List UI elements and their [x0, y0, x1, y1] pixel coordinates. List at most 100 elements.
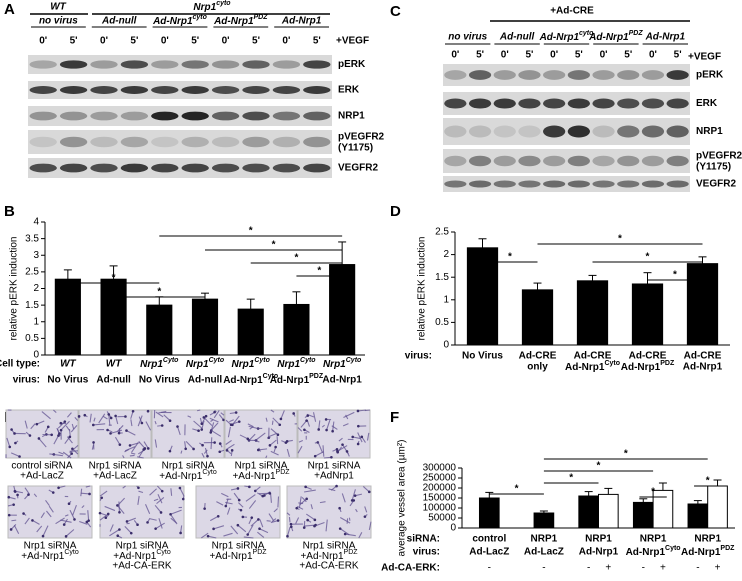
cell [209, 431, 213, 434]
cell [256, 448, 260, 452]
vessel [321, 424, 325, 428]
cell [234, 411, 238, 414]
y-tick-label: 50000 [428, 513, 456, 524]
vessel [277, 496, 280, 508]
row-value: Ad-Nrp1Cyto [223, 373, 278, 386]
vessel [341, 493, 346, 503]
blot-row-label: VEGFR2 [696, 179, 736, 190]
vessel [297, 427, 303, 432]
vessel [213, 410, 220, 419]
cell [192, 447, 195, 451]
row-label: Cell type: [0, 359, 40, 370]
vessel [366, 432, 370, 441]
vessel [270, 409, 275, 413]
vessel [227, 426, 231, 438]
significance-star: * [249, 226, 253, 237]
blot-band [592, 155, 615, 167]
micrograph [78, 409, 152, 459]
time-label: 0' [282, 36, 290, 47]
significance-star: * [618, 234, 622, 245]
vessel [339, 528, 350, 536]
vessel [257, 531, 265, 538]
cell [16, 493, 19, 497]
bar [466, 247, 499, 346]
vessel [362, 486, 370, 493]
cell [92, 423, 95, 427]
cell [336, 450, 339, 453]
blot-band [666, 125, 689, 138]
row-value-main: Ad-Nrp1 [681, 547, 721, 558]
blot-band [518, 180, 541, 188]
row-value: Ad-Nrp1Cyto [626, 545, 681, 558]
vessel [185, 440, 194, 450]
vessel [13, 525, 20, 534]
blot-row-label: pVEGFR2 [338, 132, 385, 143]
vessel [209, 515, 219, 522]
blot-band [666, 155, 689, 167]
blot-row-label: pVEGFR2 [696, 151, 742, 162]
cell [88, 492, 91, 496]
blot-strip [28, 130, 332, 154]
blot-band [518, 98, 541, 109]
vessel [268, 432, 277, 437]
blot-band [272, 86, 301, 94]
vessel [6, 437, 11, 448]
vessel [24, 517, 30, 525]
cell [200, 428, 204, 431]
blot-band [59, 111, 88, 121]
vessel [69, 450, 79, 452]
cell [257, 518, 260, 521]
vessel [204, 447, 209, 457]
blot-band [90, 136, 118, 148]
vessel [102, 415, 108, 420]
vessel [200, 532, 209, 539]
blot-band [151, 136, 179, 148]
vessel [64, 514, 69, 517]
blot-band [518, 125, 541, 138]
cell [59, 421, 63, 425]
cell [124, 415, 127, 418]
row-value: + [660, 563, 666, 574]
bar [686, 263, 719, 346]
blot-band [242, 60, 270, 69]
cell [351, 435, 355, 439]
y-tick-label: 100000 [423, 503, 457, 514]
vessel [38, 438, 47, 448]
blot-strip [28, 81, 332, 99]
cell [146, 447, 150, 450]
vessel [68, 429, 71, 436]
vessel [238, 502, 244, 508]
vessel [55, 517, 65, 525]
cell [206, 454, 209, 458]
image-caption-main: +Ad-Nrp1 [159, 471, 203, 482]
cell [118, 510, 121, 514]
blot-band [181, 60, 209, 69]
vessel [237, 524, 247, 533]
blot-band [272, 60, 301, 69]
time-label: 5' [525, 50, 533, 61]
vessel [24, 487, 30, 495]
row-value-main: Ad-Nrp1 [621, 362, 661, 373]
cell [292, 412, 295, 415]
vessel [210, 422, 215, 433]
vessel [271, 420, 274, 425]
cell [37, 437, 41, 440]
blot-band [151, 111, 179, 121]
vessel [30, 423, 36, 430]
y-axis-label: average vessel area (µm²) [397, 440, 408, 557]
blot-band [181, 163, 209, 173]
blot-row-label: NRP1 [696, 126, 723, 137]
vessel [357, 409, 367, 412]
micrograph [297, 409, 371, 459]
vessel [303, 489, 316, 493]
vessel [239, 434, 249, 440]
vessel [80, 488, 83, 497]
cell [57, 486, 60, 490]
cell [64, 535, 68, 538]
y-tick-label: 4 [33, 217, 39, 228]
y-axis-label: relative pERK induction [417, 237, 428, 341]
cell [58, 432, 61, 435]
blot-band [641, 155, 665, 167]
cell [68, 435, 72, 439]
vessel [65, 529, 75, 537]
